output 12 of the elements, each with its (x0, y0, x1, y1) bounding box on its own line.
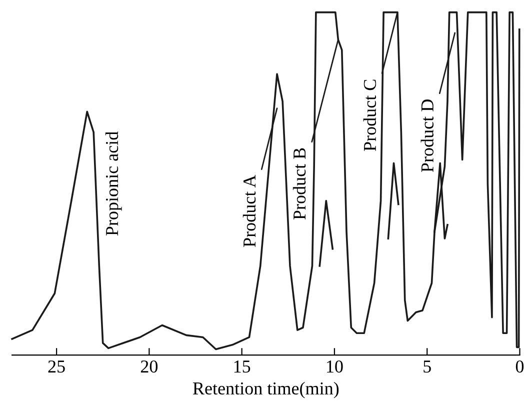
annotation: Propionic acid (105, 132, 122, 236)
x-tick-label: 25 (48, 360, 65, 373)
annotation: Product A (242, 174, 256, 247)
annotation: Product B (292, 148, 306, 220)
annotation: Product C (363, 80, 376, 151)
annotation: Product D (420, 100, 434, 172)
x-tick-label: 5 (424, 360, 431, 373)
x-tick-label: 10 (327, 360, 343, 373)
x-tick-label: 20 (140, 360, 158, 373)
x-axis-title: Retention time(min) (192, 382, 339, 398)
x-tick-label: 15 (234, 360, 250, 373)
x-tick-label: 0 (516, 360, 524, 373)
